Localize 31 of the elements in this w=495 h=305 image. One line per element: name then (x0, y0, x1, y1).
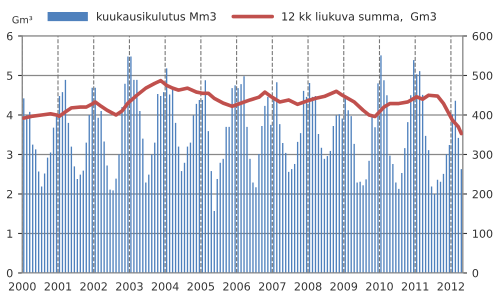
legend-label: kuukausikulutus Mm3 (97, 12, 216, 21)
y-tick-label: 4 (6, 111, 13, 120)
y-tick-label: 0 (6, 268, 13, 278)
x-tick-label: 2005 (188, 282, 214, 291)
x-tick-label: 2010 (366, 282, 393, 291)
y2-tick-label: 600 (472, 32, 492, 40)
x-tick-label: 2011 (402, 282, 428, 291)
x-tick-label: 2002 (80, 282, 107, 291)
x-tick-label: 2000 (8, 282, 36, 291)
y2-tick-label: 500 (472, 71, 492, 80)
y2-tick-label: 300 (472, 150, 492, 159)
y-tick-label: 2 (6, 190, 12, 198)
x-tick-label: 2001 (44, 282, 72, 291)
y-tick-label: 1 (7, 230, 12, 238)
y2-tick-label: 100 (473, 229, 492, 238)
x-tick-label: 2009 (330, 282, 358, 291)
line-series (22, 78, 463, 136)
y2-tick-label: 0 (472, 268, 478, 278)
x-tick-label: 2004 (152, 282, 179, 291)
legend-label: 12 kk liukuva summa, Gm3 (282, 12, 436, 22)
y-tick-label: 6 (6, 32, 13, 40)
y-axis-title: Gm³ (12, 16, 32, 24)
x-tick-label: 2008 (294, 282, 322, 291)
y2-tick-label: 400 (472, 110, 492, 120)
x-tick-label: 2007 (258, 282, 286, 291)
y2-tick-label: 200 (472, 190, 492, 198)
x-tick-label: 2003 (116, 282, 143, 291)
y-tick-label: 3 (7, 150, 12, 159)
x-tick-label: 2012 (438, 282, 464, 291)
y-tick-label: 5 (7, 72, 12, 80)
x-tick-label: 2006 (223, 282, 250, 291)
